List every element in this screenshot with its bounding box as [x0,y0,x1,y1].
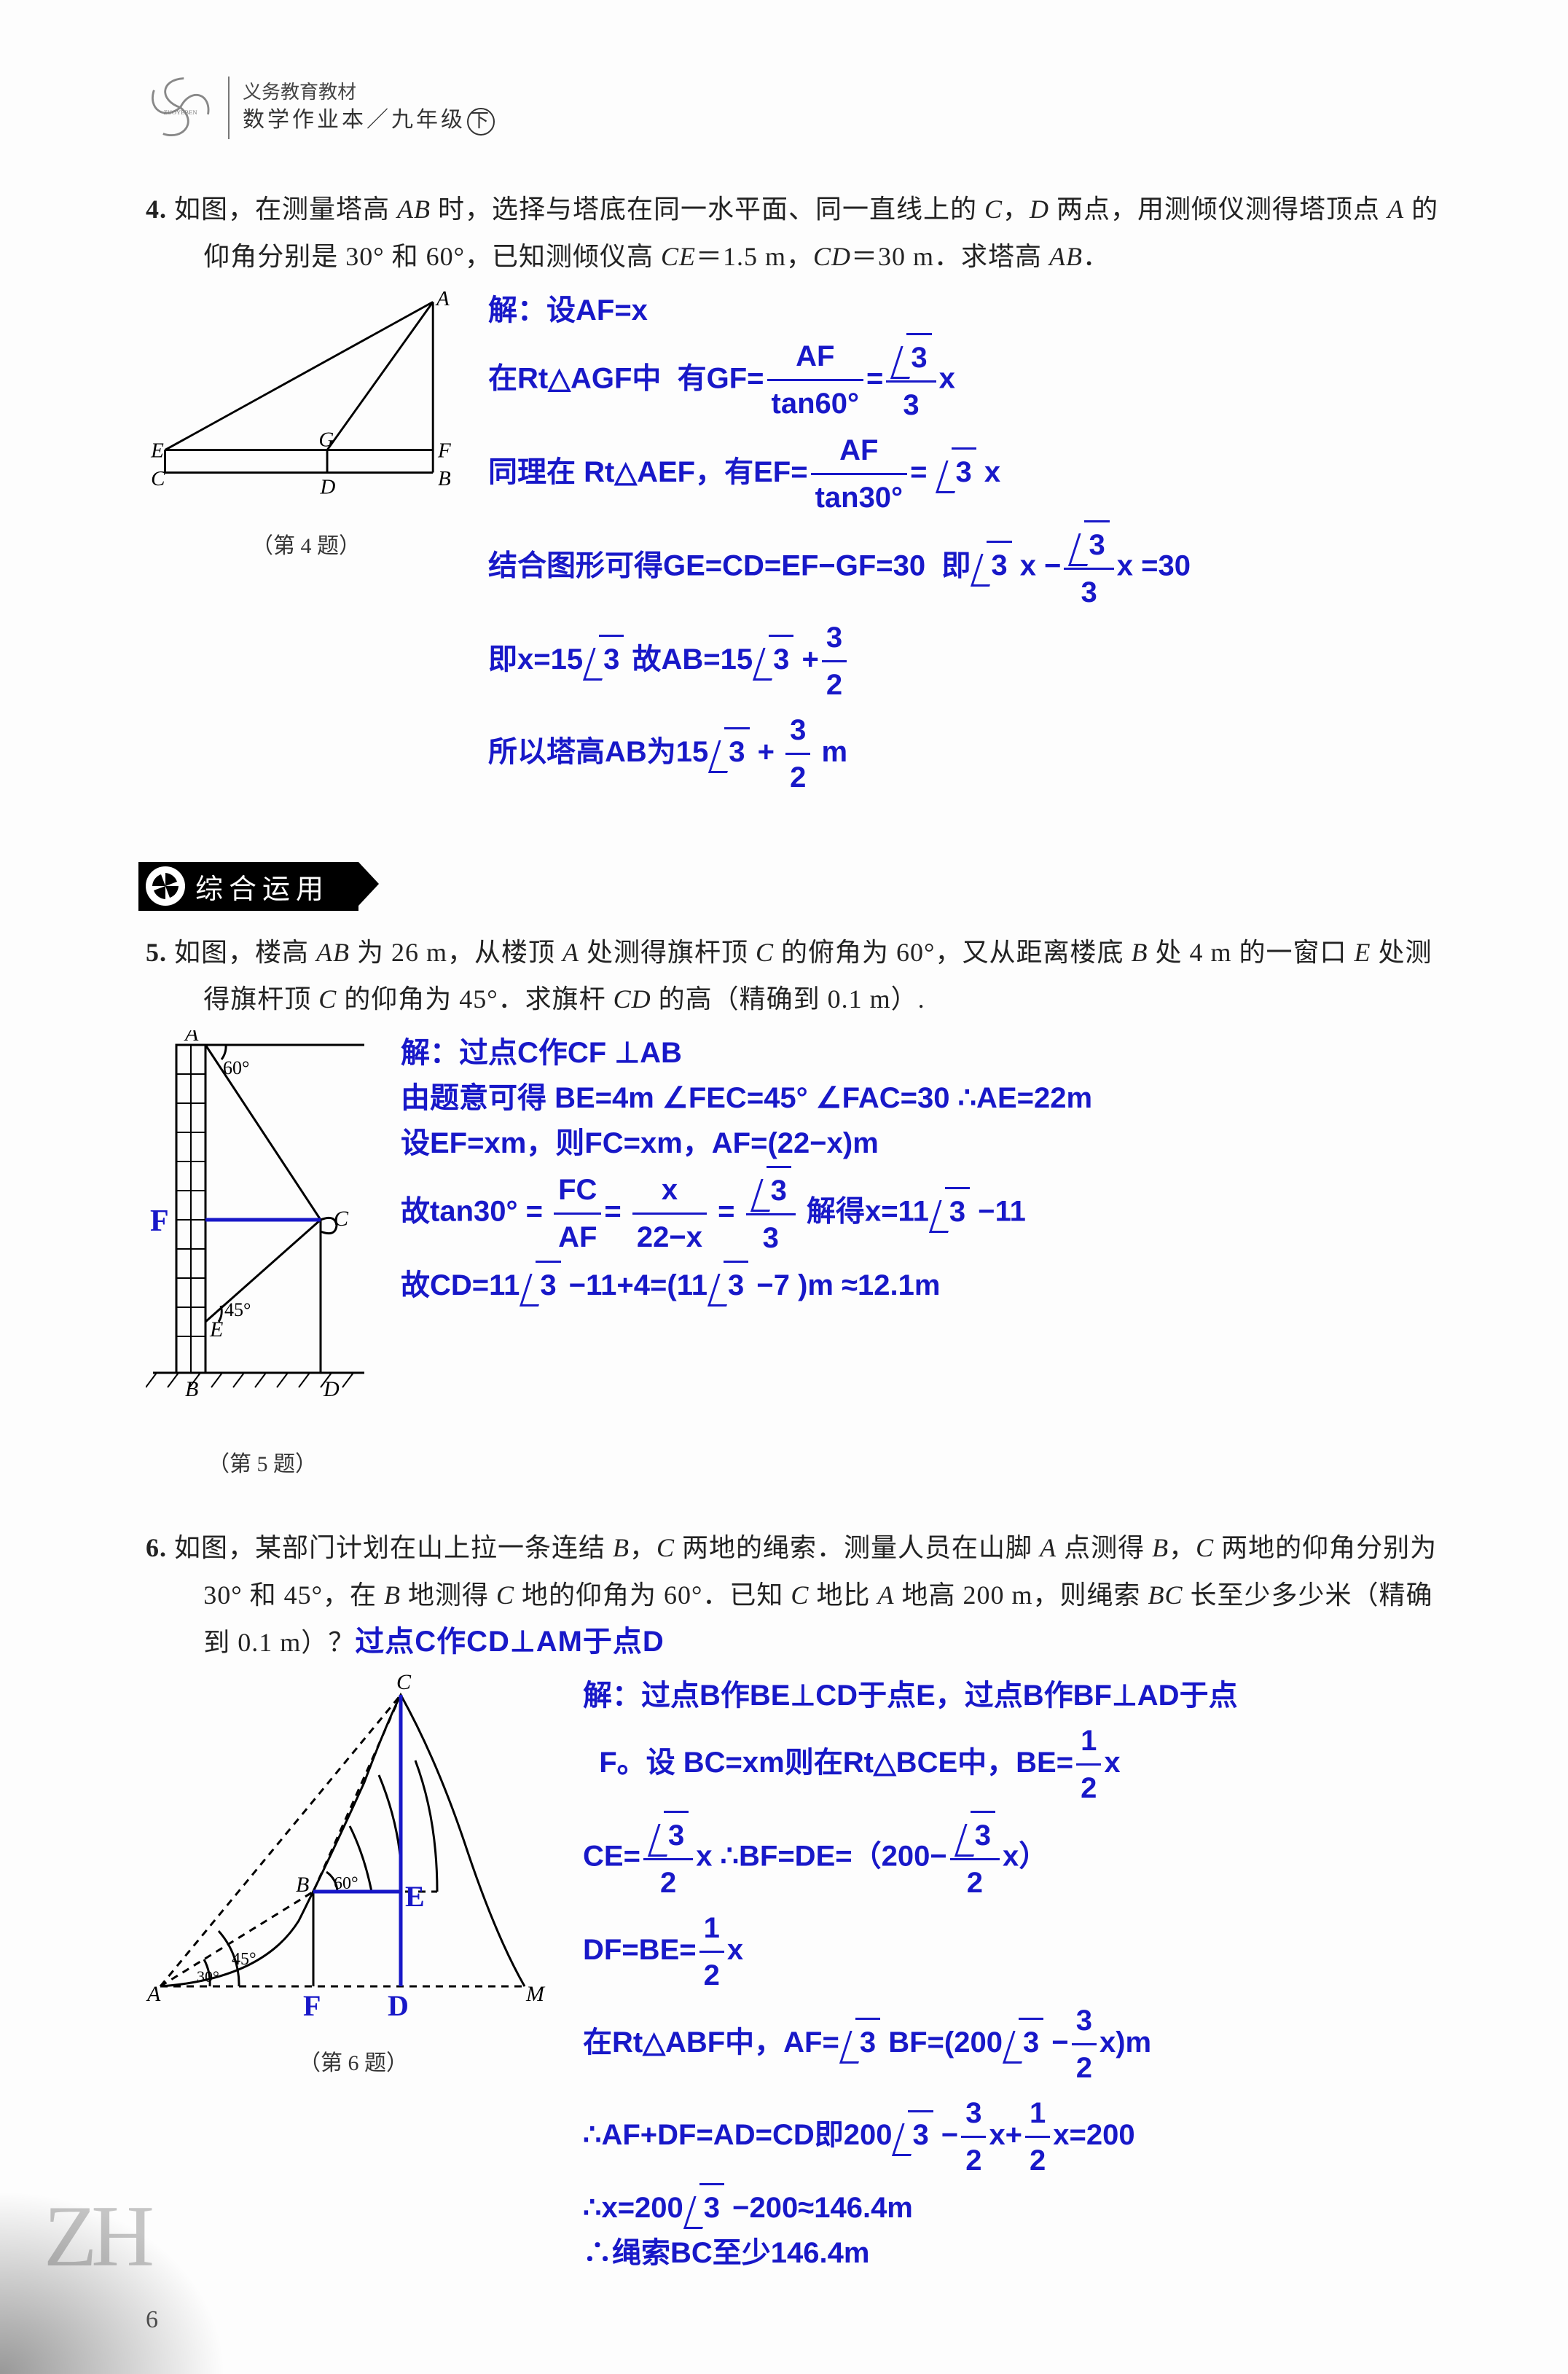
sol6-line7: ∴x=2003 −200≈146.4m [583,2183,1238,2230]
header-top-line: 义务教育教材 [243,79,495,105]
sol5-line3: 设EF=xm，则FC=xm，AF=(22−x)m [401,1121,1092,1166]
header-brand: 数学作业本 [243,108,366,132]
header-volume-badge: 下 [467,108,495,136]
problem-5-figure: A B D C E 60° 45° F （第 5 题） [146,1030,379,1484]
problem-4: 4. 如图，在测量塔高 AB 时，选择与塔底在同一水平面、同一直线上的 C，D … [146,186,1459,800]
sol5-line1: 解：过点C作CF ⊥AB [401,1030,1092,1076]
problem-6-number: 6. [146,1533,167,1562]
sol4-line5: 即x=153 故AB=153 +32 [488,615,1191,708]
sol4-line6: 所以塔高AB为153 + 32 m [488,708,1191,800]
page: ZUOYEBEN 义务教育教材 数学作业本／九年级下 4. 如图，在测量塔高 A… [0,0,1568,2374]
problem-5-solution: 解：过点C作CF ⊥AB 由题意可得 BE=4m ∠FEC=45° ∠FAC=3… [401,1030,1092,1308]
svg-text:B: B [296,1873,309,1897]
sol4-line2: 在Rt△AGF中 有GF=AFtan60°=33x [488,333,1191,428]
header-divider [228,77,230,139]
sol6-line1: 解：过点B作BE⊥CD于点E，过点B作BF⊥AD于点 [583,1673,1238,1718]
sol6-line6: ∴AF+DF=AD=CD即2003 −32x+12x=200 [583,2091,1238,2183]
problem-6-statement: 6. 如图，某部门计划在山上拉一条连结 B，C 两地的绳索．测量人员在山脚 A … [146,1524,1459,1666]
sol6-line3: CE=32x ∴BF=DE=（200−32x） [583,1811,1238,1905]
aperture-icon [146,866,185,906]
problem-4-statement: 4. 如图，在测量塔高 AB 时，选择与塔底在同一水平面、同一直线上的 C，D … [146,186,1459,281]
figure-6-caption: （第 6 题） [146,2044,561,2083]
section-banner: 综合运用 [138,862,358,911]
logo-swirl-icon: ZUOYEBEN [146,73,215,142]
svg-text:A: A [184,1030,199,1046]
figure-4-caption: （第 4 题） [146,527,466,566]
problem-6-solution: 解：过点B作BE⊥CD于点E，过点B作BF⊥AD于点 F。设 BC=xm则在Rt… [583,1673,1238,2276]
svg-text:60°: 60° [223,1057,249,1078]
svg-text:D: D [388,1989,409,2022]
sol6-inline: 过点C作CD⊥AM于点D [355,1626,665,1658]
svg-text:G: G [318,428,334,451]
svg-text:45°: 45° [232,1950,256,1969]
section-banner-text: 综合运用 [195,866,329,906]
svg-text:A: A [435,288,450,310]
header-bottom-line: 数学作业本／九年级下 [243,106,495,136]
svg-text:E: E [405,1880,425,1913]
sol6-line5: 在Rt△ABF中，AF=3 BF=(2003 −32x)m [583,1998,1238,2091]
svg-text:D: D [319,475,335,498]
page-number: 6 [146,2306,158,2334]
svg-text:B: B [438,467,451,490]
page-header: ZUOYEBEN 义务教育教材 数学作业本／九年级下 [146,73,1459,142]
problem-5-statement: 5. 如图，楼高 AB 为 26 m，从楼顶 A 处测得旗杆顶 C 的俯角为 6… [146,929,1459,1024]
figure-4-svg: A F B G E C D [146,288,466,506]
svg-text:B: B [185,1377,198,1401]
svg-text:A: A [146,1982,161,2006]
sol6-line8: ∴绳索BC至少146.4m [583,2230,1238,2276]
header-grade: 九年级 [391,108,466,132]
svg-text:30°: 30° [197,1967,219,1986]
svg-text:F: F [150,1204,169,1238]
logo-subtext: ZUOYEBEN [163,109,197,116]
sol6-line2: F。设 BC=xm则在Rt△BCE中，BE=12x [583,1718,1238,1811]
figure-5-caption: （第 5 题） [146,1445,379,1484]
svg-text:E: E [209,1317,223,1341]
svg-text:M: M [525,1982,546,2006]
svg-text:C: C [151,467,165,490]
sol5-line5: 故CD=113 −11+4=(113 −7 )m ≈12.1m [401,1261,1092,1308]
svg-text:45°: 45° [224,1299,251,1320]
svg-text:E: E [150,439,164,462]
svg-text:D: D [323,1377,340,1401]
sol4-line1: 解：设AF=x [488,288,1191,333]
svg-text:F: F [437,439,451,462]
problem-4-number: 4. [146,195,167,224]
svg-text:F: F [303,1989,321,2022]
problem-4-solution: 解：设AF=x 在Rt△AGF中 有GF=AFtan60°=33x 同理在 Rt… [488,288,1191,800]
sol5-line2: 由题意可得 BE=4m ∠FEC=45° ∠FAC=30 ∴AE=22m [401,1076,1092,1121]
problem-5-number: 5. [146,938,167,967]
sol5-line4: 故tan30° = FCAF= x22−x = 33 解得x=113 −11 [401,1166,1092,1261]
problem-6-figure: A M C B 30° 45° 60° E D F （第 6 题） [146,1673,561,2083]
sol4-line4: 结合图形可得GE=CD=EF−GF=30 即3 x −33x =30 [488,520,1191,615]
watermark: ZH [44,2186,149,2287]
problem-4-figure: A F B G E C D （第 4 题） [146,288,466,567]
problem-6: 6. 如图，某部门计划在山上拉一条连结 B，C 两地的绳索．测量人员在山脚 A … [146,1524,1459,2276]
header-text-block: 义务教育教材 数学作业本／九年级下 [243,79,495,135]
sol4-line3: 同理在 Rt△AEF，有EF=AFtan30°= 3 x [488,428,1191,520]
figure-5-svg: A B D C E 60° 45° F [146,1030,379,1424]
problem-5: 5. 如图，楼高 AB 为 26 m，从楼顶 A 处测得旗杆顶 C 的俯角为 6… [146,929,1459,1484]
svg-text:C: C [396,1673,412,1694]
svg-text:60°: 60° [334,1874,358,1893]
figure-6-svg: A M C B 30° 45° 60° E D F [146,1673,561,2023]
svg-text:C: C [334,1207,349,1231]
sol6-line4: DF=BE=12x [583,1905,1238,1998]
